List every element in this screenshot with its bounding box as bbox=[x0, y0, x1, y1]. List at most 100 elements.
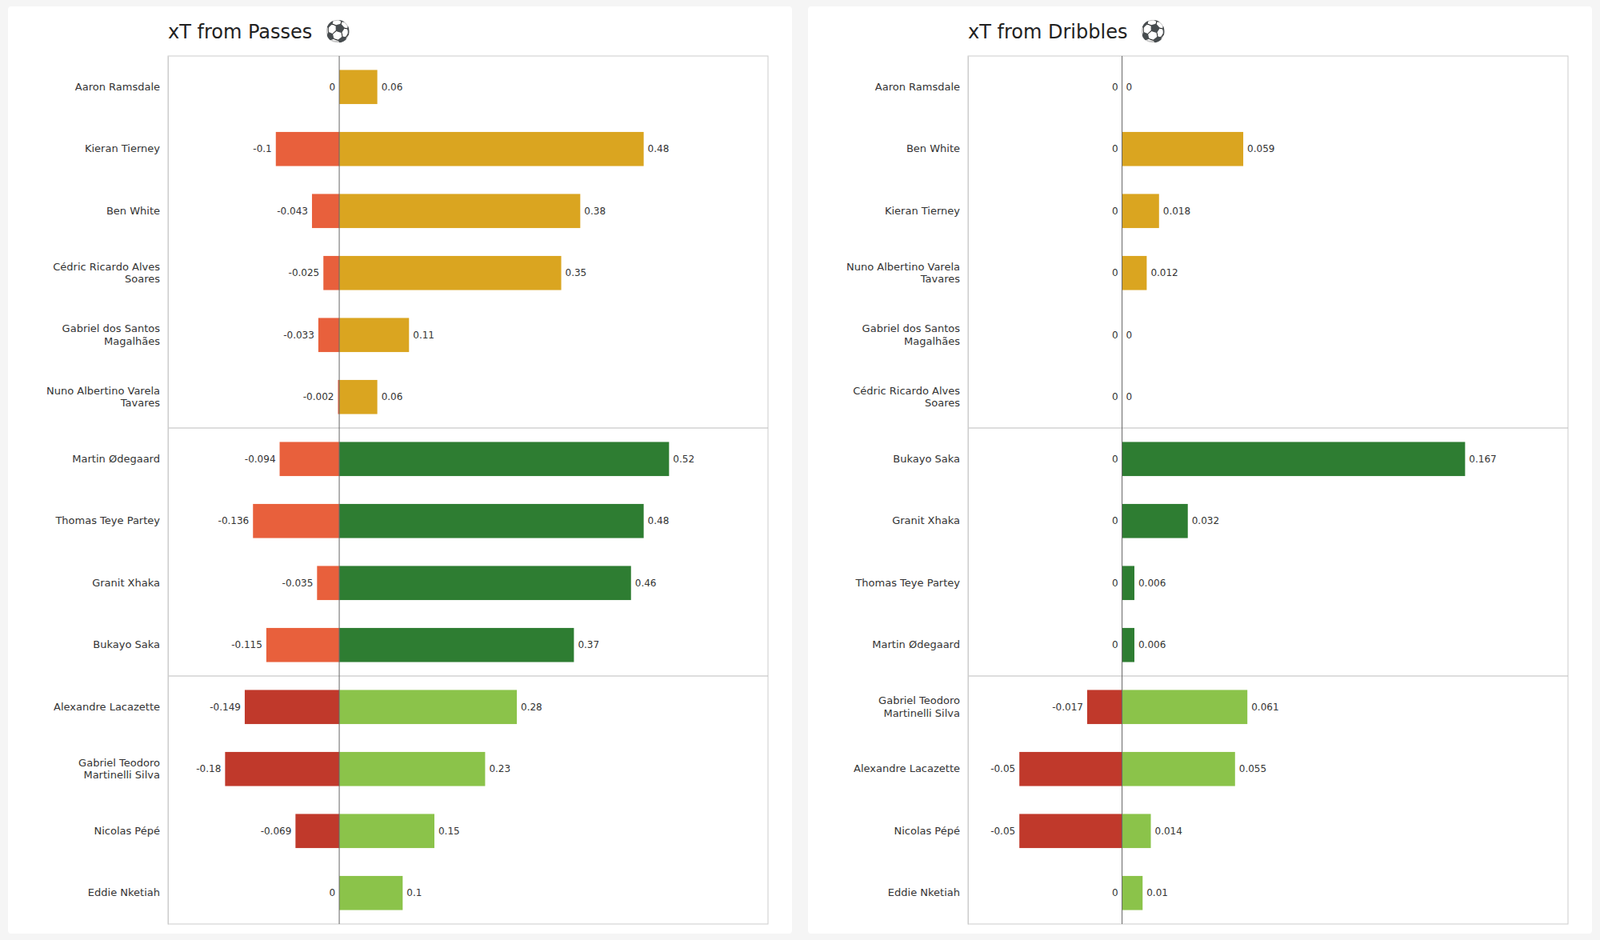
tick: Nicolas Pépé bbox=[93, 824, 168, 837]
tick: Ben White bbox=[106, 204, 168, 217]
category-label-line: Bukayo Saka bbox=[92, 638, 160, 651]
bar bbox=[1122, 565, 1135, 600]
category-label-line: Martin Ødegaard bbox=[72, 452, 160, 465]
bar bbox=[1019, 813, 1122, 848]
axis-line bbox=[968, 56, 969, 925]
data-label: 0.006 bbox=[1138, 577, 1166, 589]
category-label: Gabriel TeodoroMartinelli Silva bbox=[878, 694, 960, 720]
plot: Aaron RamsdaleBen WhiteKieran TierneyNun… bbox=[846, 56, 1568, 925]
chart-canvas: Aaron Ramsdale Kieran Tierney Ben White Céd… bbox=[0, 0, 1600, 940]
data-label: 0 bbox=[1112, 453, 1119, 465]
category-label-line: Kieran Tierney bbox=[884, 204, 960, 217]
category-label: Kieran Tierney bbox=[884, 204, 960, 217]
group-separator bbox=[968, 676, 1568, 677]
data-label: 0.014 bbox=[1155, 825, 1183, 837]
data-label: 0.15 bbox=[438, 825, 460, 837]
bar bbox=[1122, 813, 1152, 848]
data-label: 0 bbox=[1112, 887, 1119, 899]
category-label-line: Granit Xhaka bbox=[892, 514, 960, 527]
tick: Bukayo Saka bbox=[92, 638, 168, 651]
category-label-line: Cédric Ricardo Alves bbox=[52, 260, 160, 273]
category-label-line: Nicolas Pépé bbox=[93, 824, 160, 837]
data-labels: 0000000000-0.017-0.05-0.05000.0590.0180.… bbox=[990, 81, 1497, 899]
bar bbox=[316, 565, 340, 600]
category-label: Thomas Teye Partey bbox=[54, 514, 160, 527]
category-label: Martin Ødegaard bbox=[872, 638, 960, 651]
bar bbox=[1122, 504, 1188, 539]
data-label: 0.52 bbox=[672, 453, 695, 465]
data-label: 0.012 bbox=[1150, 267, 1178, 279]
data-label: 0 bbox=[328, 887, 336, 899]
data-label: 0 bbox=[1126, 391, 1133, 403]
category-label-line: Aaron Ramsdale bbox=[75, 80, 160, 93]
category-label-line: Eddie Nketiah bbox=[88, 886, 160, 899]
bar bbox=[295, 813, 340, 848]
data-label: 0.006 bbox=[1138, 639, 1166, 651]
bars bbox=[1019, 132, 1465, 911]
bar bbox=[339, 317, 409, 352]
category-label-line: Gabriel dos Santos bbox=[62, 322, 161, 335]
category-label: Aaron Ramsdale bbox=[75, 80, 160, 93]
data-label: -0.18 bbox=[196, 763, 221, 775]
data-label: 0 bbox=[1126, 329, 1133, 341]
category-label: Alexandre Lacazette bbox=[53, 700, 160, 713]
data-label: -0.025 bbox=[288, 267, 320, 279]
data-label: 0.061 bbox=[1251, 701, 1279, 713]
category-label-line: Granit Xhaka bbox=[92, 576, 160, 589]
zero-line bbox=[1121, 56, 1123, 924]
bar bbox=[339, 380, 378, 415]
tick: Kieran Tierney bbox=[884, 204, 968, 217]
data-label: 0.48 bbox=[648, 143, 670, 155]
bar bbox=[1122, 441, 1466, 476]
tick: Gabriel dos SantosMagalhães bbox=[62, 322, 168, 348]
category-label: Nuno Albertino VarelaTavares bbox=[846, 260, 960, 286]
bar bbox=[280, 441, 340, 476]
category-label-line: Ben White bbox=[106, 204, 160, 217]
tick: Aaron Ramsdale bbox=[75, 80, 168, 93]
data-label: -0.149 bbox=[209, 701, 241, 713]
data-label: 0.06 bbox=[381, 391, 404, 403]
group-separator bbox=[968, 428, 1568, 429]
data-label: -0.069 bbox=[260, 825, 292, 837]
category-label-line: Alexandre Lacazette bbox=[53, 700, 160, 713]
data-label: 0.46 bbox=[635, 577, 657, 589]
data-labels: 0-0.1-0.043-0.025-0.033-0.002-0.094-0.13… bbox=[196, 81, 695, 899]
tick: Gabriel dos SantosMagalhães bbox=[862, 322, 968, 348]
category-label: Ben White bbox=[106, 204, 160, 217]
category-label: Eddie Nketiah bbox=[888, 886, 960, 899]
bar bbox=[1122, 132, 1244, 167]
category-label: Nicolas Pépé bbox=[93, 824, 160, 837]
data-label: -0.043 bbox=[276, 205, 308, 217]
data-label: 0.059 bbox=[1247, 143, 1275, 155]
tick: Bukayo Saka bbox=[892, 452, 968, 465]
data-label: 0.11 bbox=[412, 329, 435, 341]
category-label: Gabriel dos SantosMagalhães bbox=[862, 322, 961, 348]
category-label: Cédric Ricardo AlvesSoares bbox=[852, 384, 960, 410]
category-label-line: Nicolas Pépé bbox=[893, 824, 960, 837]
tick: Thomas Teye Partey bbox=[854, 576, 968, 589]
category-axis: Aaron RamsdaleKieran TierneyBen WhiteCéd… bbox=[46, 56, 168, 925]
tick: Alexandre Lacazette bbox=[53, 700, 168, 713]
data-label: 0 bbox=[1112, 639, 1119, 651]
group-separator bbox=[168, 676, 768, 677]
bar bbox=[339, 752, 485, 787]
data-label: 0.032 bbox=[1192, 515, 1220, 527]
bar bbox=[312, 193, 340, 228]
tick: Granit Xhaka bbox=[892, 514, 968, 527]
category-label-line: Martin Ødegaard bbox=[872, 638, 960, 651]
data-label: 0.38 bbox=[584, 205, 606, 217]
plot-frame bbox=[168, 56, 768, 924]
category-label-line: Thomas Teye Partey bbox=[54, 514, 160, 527]
category-label: Granit Xhaka bbox=[92, 576, 160, 589]
category-label-line: Gabriel dos Santos bbox=[862, 322, 961, 335]
data-label: 0.018 bbox=[1163, 205, 1191, 217]
data-label: -0.094 bbox=[244, 453, 276, 465]
data-label: 0.35 bbox=[565, 267, 588, 279]
category-label: Cédric Ricardo AlvesSoares bbox=[52, 260, 160, 286]
category-label-line: Gabriel Teodoro bbox=[878, 694, 960, 707]
category-label-line: Aaron Ramsdale bbox=[875, 80, 960, 93]
category-label-line: Magalhães bbox=[104, 335, 160, 348]
category-label-line: Alexandre Lacazette bbox=[853, 762, 960, 775]
tick: Nuno Albertino VarelaTavares bbox=[46, 384, 168, 410]
bar bbox=[318, 317, 340, 352]
